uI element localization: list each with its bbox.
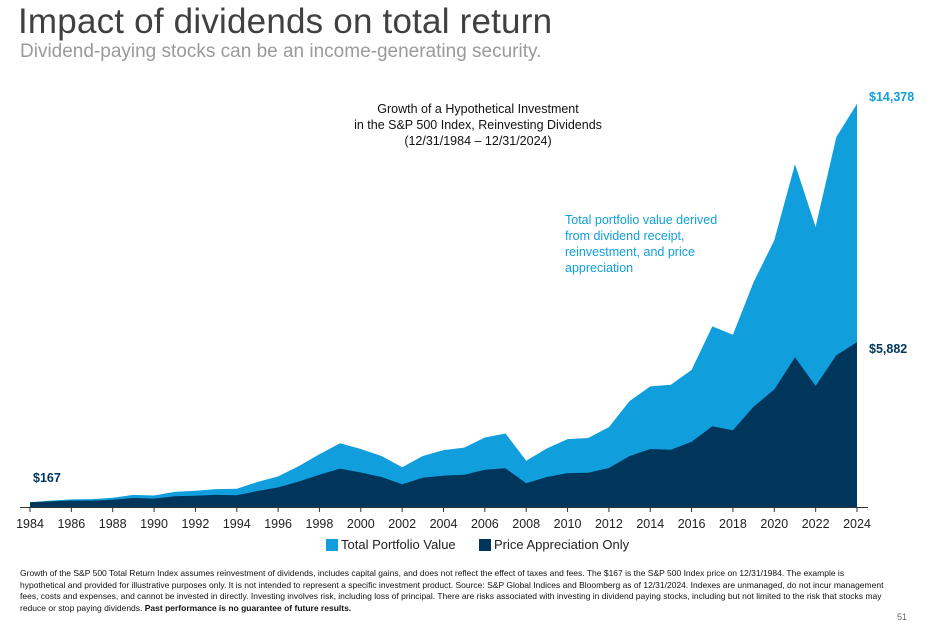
x-tick-label: 2002 [388,517,416,531]
chart-annotation: Total portfolio value derived from divide… [565,213,717,275]
x-tick-label: 2014 [636,517,664,531]
chart-title: Growth of a Hypothetical Investment in th… [354,102,602,148]
annotation-line: from dividend receipt, [565,229,685,243]
x-tick-label: 2004 [430,517,458,531]
series-area-total-portfolio [30,103,857,508]
chart-title-line: in the S&P 500 Index, Reinvesting Divide… [354,118,602,132]
chart-title-line: (12/31/1984 – 12/31/2024) [404,134,551,148]
x-tick-label: 2008 [512,517,540,531]
label-end-price: $5,882 [869,342,907,356]
legend-item-price: Price Appreciation Only [479,537,629,552]
x-tick-label: 2018 [719,517,747,531]
legend-item-total: Total Portfolio Value [326,537,456,552]
x-tick-label: 2010 [554,517,582,531]
x-tick-label: 1994 [223,517,251,531]
x-tick-label: 1990 [140,517,168,531]
annotation-line: Total portfolio value derived [565,213,717,227]
x-tick-label: 1998 [306,517,334,531]
x-tick-label: 2000 [347,517,375,531]
x-tick-label: 2020 [760,517,788,531]
annotation-line: appreciation [565,261,633,275]
x-tick-label: 1984 [16,517,44,531]
x-tick-label: 1986 [57,517,85,531]
page-number: 51 [896,612,907,622]
x-tick-label: 1988 [99,517,127,531]
label-end-total: $14,378 [869,90,914,104]
legend-label-price: Price Appreciation Only [494,537,630,552]
footnote-bold: Past performance is no guarantee of futu… [144,602,352,613]
chart-title-line: Growth of a Hypothetical Investment [377,102,579,116]
x-tick-label: 2022 [802,517,830,531]
x-axis-ticks: 1984 1986 1988 1990 1992 1994 1996 1998 2000 2002… [16,507,871,531]
page-title: Impact of dividends on total return [18,2,553,41]
x-tick-label: 2024 [843,517,871,531]
area-chart: 1984 1986 1988 1990 1992 1994 1996 1998 2000 2002… [16,90,914,531]
label-start-value: $167 [33,471,61,485]
x-tick-label: 2016 [678,517,706,531]
legend-swatch-total [326,538,338,551]
footnote: Growth of the S&P 500 Total Return Index… [20,568,890,614]
x-tick-label: 1996 [264,517,292,531]
value-labels: $167 $14,378 $5,882 [33,90,914,485]
page-subtitle: Dividend-paying stocks can be an income-… [20,41,542,62]
x-tick-label: 2006 [471,517,499,531]
x-tick-label: 1992 [181,517,209,531]
footnote-text: Growth of the S&P 500 Total Return Index… [20,568,884,613]
legend-swatch-price [479,538,491,551]
legend-label-total: Total Portfolio Value [341,537,456,552]
x-tick-label: 2012 [595,517,623,531]
series-area-price-appreciation [30,342,857,507]
annotation-line: reinvestment, and price [565,245,695,259]
chart-areas [30,103,857,508]
